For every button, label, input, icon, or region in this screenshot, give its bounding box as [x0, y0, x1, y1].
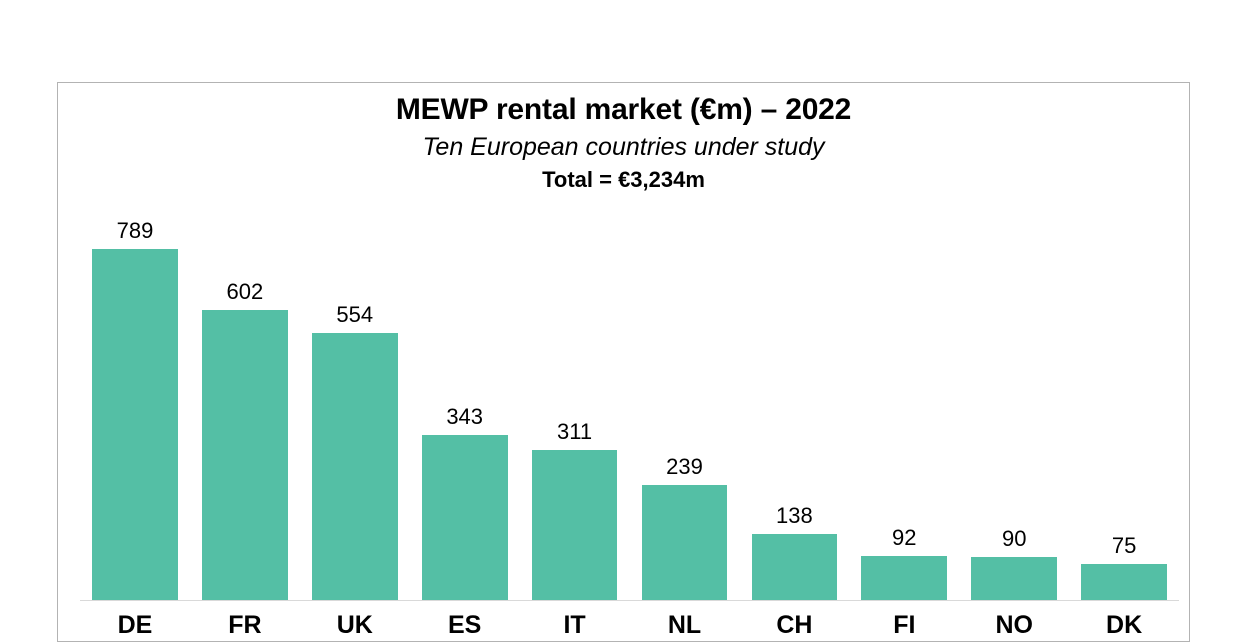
x-axis-tick-label: NO	[995, 611, 1033, 639]
bar-slot: 343	[410, 220, 520, 600]
bar-rect[interactable]	[861, 555, 948, 600]
bar-rect[interactable]	[751, 533, 838, 600]
bar-value-label: 789	[116, 218, 154, 243]
x-axis-tick-label: CH	[776, 611, 813, 639]
bar-value-label: 554	[336, 302, 374, 328]
chart-container: MEWP rental market (€m) – 2022 Ten Europ…	[57, 82, 1190, 642]
chart-subtitle: Ten European countries under study	[422, 133, 825, 161]
x-axis-tick-label: IT	[563, 611, 586, 639]
bar-value-label: 343	[446, 403, 484, 429]
bar-slot: 311	[520, 220, 630, 600]
bar-value-label: 311	[557, 419, 593, 445]
bar-rect[interactable]	[92, 249, 178, 600]
bar-value-label: 90	[1001, 525, 1027, 551]
chart-title-block: MEWP rental market (€m) – 2022 Ten Europ…	[58, 93, 1189, 192]
bar-rect[interactable]	[1081, 563, 1167, 600]
bar-rect[interactable]	[311, 333, 398, 600]
bar-value-label: 239	[666, 453, 703, 479]
bar-slot: 92	[849, 220, 959, 600]
x-axis-line	[80, 600, 1179, 601]
x-axis-labels: DE FR UK ES IT NL CH FI NO DK	[80, 601, 1179, 641]
bar-slot: 239	[630, 220, 740, 600]
bar-rect[interactable]	[531, 450, 618, 600]
bar-series: 789 602 554 343 311 239	[80, 220, 1179, 600]
bar-slot: 554	[300, 220, 410, 600]
bar-rect[interactable]	[202, 310, 288, 600]
bar-slot: 138	[739, 220, 849, 600]
bar-slot: 789	[80, 220, 190, 600]
bar-slot: 90	[959, 220, 1069, 600]
bar-slot: 75	[1069, 220, 1179, 600]
x-axis-tick-label: NL	[667, 611, 702, 639]
bar-value-label: 602	[226, 279, 264, 305]
bar-rect[interactable]	[971, 556, 1058, 600]
bar-value-label: 138	[776, 502, 813, 528]
chart-title: MEWP rental market (€m) – 2022	[395, 93, 852, 126]
x-axis-tick-label: UK	[336, 611, 373, 639]
bar-value-label: 75	[1111, 532, 1137, 558]
x-axis-tick-label: DK	[1106, 611, 1143, 639]
x-axis-tick-label: DE	[117, 611, 153, 639]
x-axis-tick-label: ES	[447, 611, 482, 639]
bar-slot: 602	[190, 220, 300, 600]
bar-rect[interactable]	[421, 434, 508, 600]
bar-rect[interactable]	[641, 484, 728, 600]
chart-total-label: Total = €3,234m	[542, 166, 705, 192]
plot-area: 789 602 554 343 311 239	[80, 220, 1179, 641]
x-axis-tick-label: FR	[228, 611, 262, 639]
x-axis-tick-label: FI	[893, 611, 916, 639]
bar-value-label: 92	[892, 524, 917, 550]
